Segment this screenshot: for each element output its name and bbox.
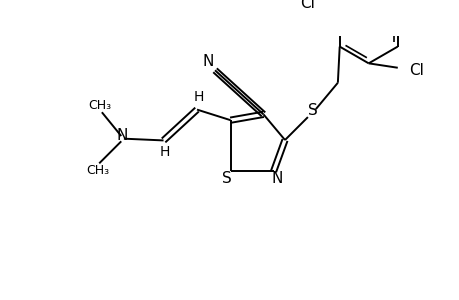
- Text: N: N: [202, 54, 213, 69]
- Text: S: S: [222, 171, 231, 186]
- Text: H: H: [193, 90, 203, 104]
- Text: Cl: Cl: [300, 0, 315, 11]
- Text: Cl: Cl: [409, 63, 423, 78]
- Text: H: H: [160, 145, 170, 159]
- Text: S: S: [308, 103, 317, 118]
- Text: CH₃: CH₃: [86, 164, 109, 177]
- Text: N: N: [116, 128, 127, 142]
- Text: CH₃: CH₃: [88, 99, 112, 112]
- Text: N: N: [271, 171, 282, 186]
